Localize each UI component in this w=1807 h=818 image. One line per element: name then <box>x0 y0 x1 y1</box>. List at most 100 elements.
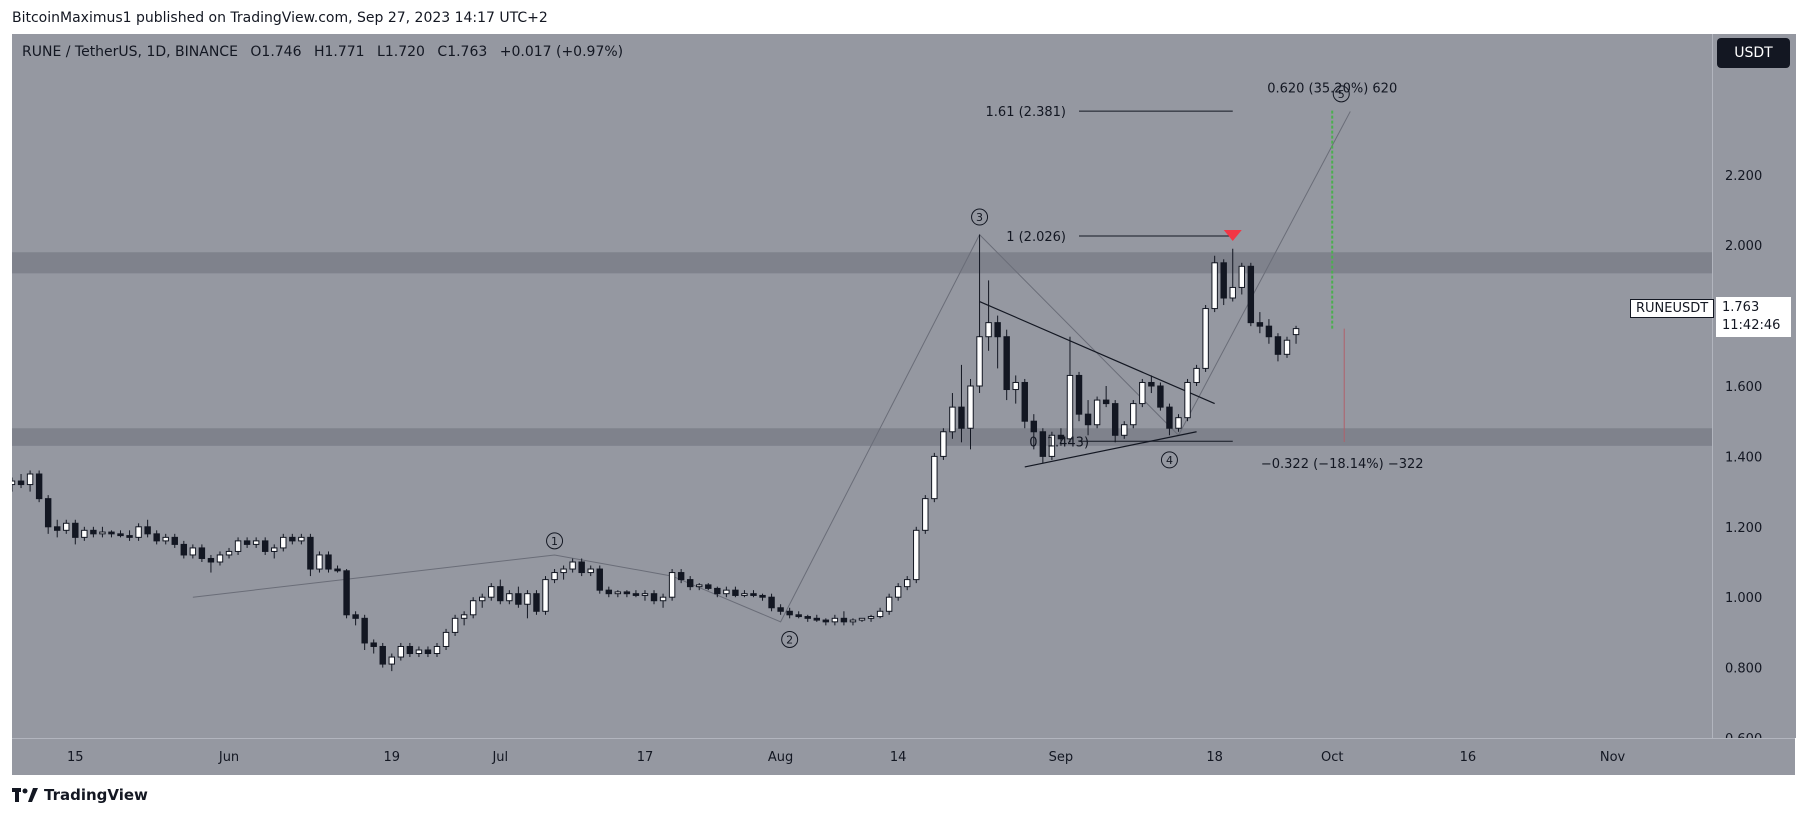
low-label: L <box>377 44 385 60</box>
candle-body <box>280 536 287 549</box>
drawing-lines <box>192 110 1351 623</box>
brand-footer: TradingView <box>12 786 148 804</box>
candle-body <box>207 557 215 563</box>
candle <box>189 544 197 559</box>
candle <box>153 530 160 545</box>
candle-body <box>1066 374 1074 440</box>
candle-body <box>569 561 576 570</box>
currency-button[interactable]: USDT <box>1717 38 1790 68</box>
candle-body <box>1075 374 1083 415</box>
candle-body <box>741 593 748 596</box>
candle-body <box>623 591 631 595</box>
candle <box>551 569 558 584</box>
candle-body <box>605 589 613 595</box>
time-tick-label: 17 <box>637 750 654 765</box>
candle <box>1057 428 1065 446</box>
candle <box>876 607 884 619</box>
candle-body <box>813 617 820 621</box>
candle-body <box>90 529 97 535</box>
sell-marker-icon <box>1223 230 1242 242</box>
wave-label-circle <box>781 630 799 648</box>
candle <box>298 533 305 545</box>
candle-body <box>560 568 567 574</box>
candle <box>469 597 477 619</box>
candle-body <box>1003 336 1010 391</box>
candle <box>949 393 956 439</box>
candle <box>632 590 640 598</box>
candle <box>44 495 52 534</box>
candle-body <box>108 531 115 535</box>
candle <box>415 646 423 658</box>
candle <box>162 533 169 545</box>
candle-body <box>795 614 802 618</box>
candle <box>958 364 965 443</box>
price-axis[interactable]: 0.6000.8001.0001.2001.4001.6001.8002.000… <box>1712 34 1796 747</box>
candle-body <box>524 593 531 605</box>
candle-body <box>596 568 603 591</box>
price-tick-label: 2.000 <box>1725 239 1762 254</box>
candle-body <box>415 649 423 655</box>
candle <box>361 614 368 650</box>
candle-body <box>325 554 332 570</box>
candle <box>605 586 613 598</box>
candle-body <box>479 596 486 602</box>
candle <box>406 642 414 658</box>
candle-body <box>497 586 504 602</box>
candle <box>424 646 432 658</box>
wave-label-circle <box>1332 85 1350 103</box>
candle <box>1111 400 1119 443</box>
candle-body <box>1274 336 1282 355</box>
last-price-value: 1.763 <box>1722 300 1760 315</box>
wave-label-circle <box>971 208 989 226</box>
candle-body <box>985 322 992 338</box>
candles <box>12 234 1300 672</box>
wave-label-2: 2 <box>781 630 799 648</box>
candle <box>940 428 947 460</box>
time-tick-label: 16 <box>1460 750 1477 765</box>
candle-body <box>171 536 178 545</box>
candle-body <box>1175 417 1182 429</box>
wave-label-text: 1 <box>551 535 558 548</box>
candle-body <box>361 617 368 644</box>
candle-body <box>1039 431 1047 457</box>
time-tick-label: 19 <box>384 750 401 765</box>
candle <box>1193 364 1200 386</box>
candle <box>741 590 748 598</box>
candle <box>768 593 775 612</box>
candle <box>777 604 784 615</box>
candle-body <box>1238 265 1245 288</box>
candle-body <box>442 631 450 647</box>
candle <box>307 533 314 577</box>
candle <box>894 583 902 601</box>
candle-body <box>1292 328 1300 336</box>
candle-body <box>252 540 260 545</box>
candle-body <box>12 480 16 486</box>
candle-body <box>913 529 920 581</box>
candle-body <box>1021 381 1028 422</box>
candle <box>370 639 377 654</box>
candle-body <box>1102 399 1110 405</box>
candle-body <box>180 543 188 556</box>
candle-body <box>876 610 884 618</box>
low-value: 1.720 <box>384 44 425 60</box>
chart-plot[interactable]: 1 (2.026) 1.61 (2.381) 0 (1.443) 0.620 (35.… <box>12 34 1712 738</box>
candle <box>1175 414 1182 432</box>
candle-body <box>858 617 866 621</box>
candle <box>515 586 522 608</box>
candle <box>479 593 486 608</box>
price-tick-label: 0.800 <box>1725 662 1762 677</box>
annotations: 1 (2.026) 1.61 (2.381) 0 (1.443) 0.620 (35.… <box>546 81 1424 648</box>
fib-0-label: 0 (1.443) <box>1029 435 1089 450</box>
candle <box>1238 262 1245 295</box>
time-axis[interactable]: 15 Jun 19 Jul 17 Aug 14 Sep 18 Oct 16 Nov <box>12 738 1795 775</box>
candle <box>243 537 251 548</box>
candle-body <box>352 614 359 619</box>
candle-body <box>1283 339 1291 355</box>
wave-label-text: 2 <box>786 633 793 646</box>
candle <box>1166 403 1173 436</box>
candle-body <box>587 568 594 574</box>
candle-body <box>81 529 88 538</box>
candle-body <box>289 536 296 542</box>
candle-body <box>515 593 522 605</box>
candle <box>1102 386 1110 408</box>
